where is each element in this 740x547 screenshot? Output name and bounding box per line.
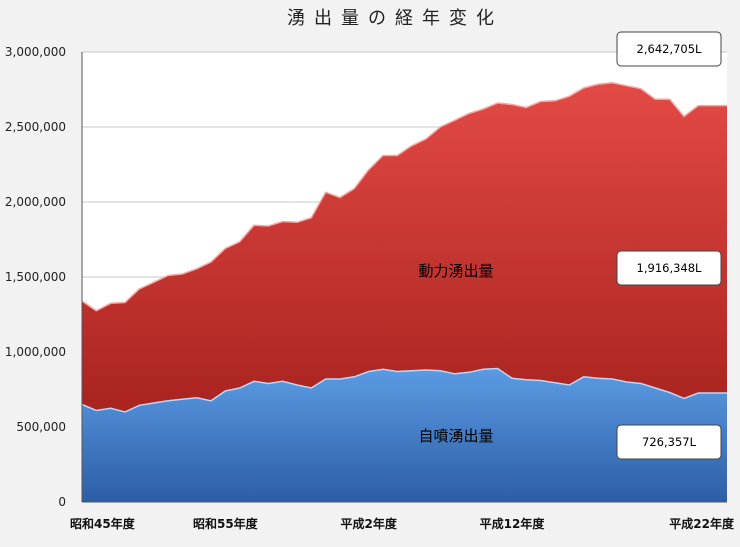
series-label-power: 動力湧出量 bbox=[418, 262, 493, 280]
callout-power: 1,916,348L bbox=[616, 250, 722, 286]
callout-total: 2,642,705L bbox=[616, 31, 722, 67]
callout-power-text: 1,916,348L bbox=[637, 261, 703, 275]
y-tick-label: 3,000,000 bbox=[5, 45, 66, 59]
y-tick-label: 1,000,000 bbox=[5, 345, 66, 359]
x-tick-label: 昭和45年度 bbox=[70, 516, 136, 531]
x-tick-label: 平成2年度 bbox=[340, 516, 397, 531]
callout-natural-text: 726,357L bbox=[642, 435, 697, 449]
y-tick-label: 2,000,000 bbox=[5, 195, 66, 209]
series-label-natural: 自噴湧出量 bbox=[418, 427, 493, 445]
x-tick-label: 平成12年度 bbox=[480, 516, 546, 531]
areas bbox=[81, 82, 727, 502]
callout-total-text: 2,642,705L bbox=[637, 42, 703, 56]
y-tick-label: 500,000 bbox=[16, 420, 66, 434]
series-edge-power bbox=[81, 82, 727, 312]
y-tick-label: 2,500,000 bbox=[5, 120, 66, 134]
x-axis: 昭和45年度 昭和55年度 平成2年度 平成12年度 平成22年度 bbox=[70, 516, 735, 531]
chart-title: 湧出量の経年変化 bbox=[287, 8, 503, 29]
x-tick-label: 昭和55年度 bbox=[193, 516, 259, 531]
y-tick-label: 0 bbox=[58, 495, 66, 509]
series-area-natural bbox=[82, 368, 727, 502]
series-edge-natural bbox=[81, 367, 727, 413]
callout-natural: 726,357L bbox=[616, 424, 722, 460]
x-tick-label: 平成22年度 bbox=[669, 516, 735, 531]
y-tick-label: 1,500,000 bbox=[5, 270, 66, 284]
series-area-power bbox=[82, 82, 727, 413]
y-axis: 0 500,000 1,000,000 1,500,000 2,000,000 2,500… bbox=[5, 45, 66, 509]
